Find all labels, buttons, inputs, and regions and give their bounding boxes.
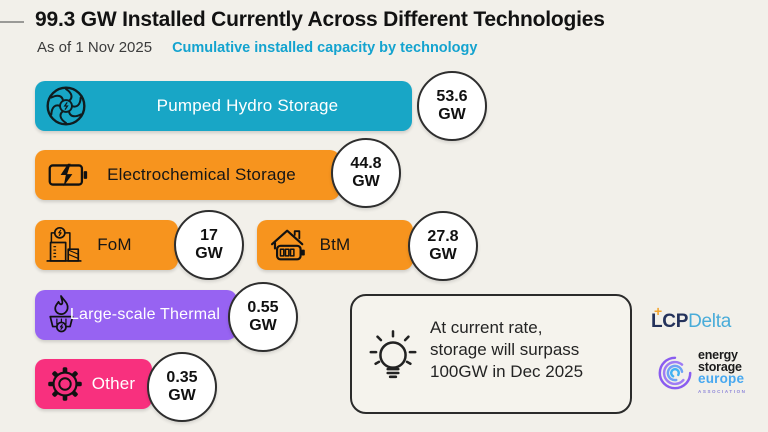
lcp-plus-mark: + (654, 303, 663, 319)
value-badge-thermal: 0.55 GW (228, 282, 298, 352)
badge-value: 53.6 (436, 87, 468, 105)
badge-value: 17 (200, 226, 218, 244)
bar-label-other: Other (91, 374, 136, 393)
lcp-wordmark: LCP (651, 311, 689, 332)
bar-label-btm: BtM (319, 235, 351, 254)
value-badge-pumped-hydro: 53.6 GW (417, 71, 487, 141)
bar-pumped-hydro-storage: Pumped Hydro Storage (35, 81, 412, 131)
bar-label-thermal: Large-scale Thermal (69, 306, 221, 323)
badge-unit: GW (438, 106, 466, 123)
value-badge-fom: 17 GW (174, 210, 244, 280)
ese-line-association: association (698, 389, 747, 394)
badge-value: 27.8 (427, 227, 459, 245)
value-badge-btm: 27.8 GW (408, 211, 478, 281)
header-subrow: As of 1 Nov 2025 Cumulative installed cap… (37, 39, 477, 57)
insight-callout: At current rate, storage will surpass 10… (350, 294, 632, 414)
page-title: 99.3 GW Installed Currently Across Diffe… (35, 8, 605, 31)
ese-wordmark: energy storage europe association (698, 349, 747, 398)
chart-subtitle: Cumulative installed capacity by technol… (172, 40, 478, 56)
flame-icon (42, 292, 80, 338)
lcp-delta-logo: + LCPDelta (651, 303, 731, 333)
home-battery-icon (267, 225, 309, 265)
badge-value: 0.55 (247, 298, 279, 316)
gear-icon (47, 366, 83, 402)
callout-line: storage will surpass (430, 340, 580, 359)
badge-value: 0.35 (166, 368, 198, 386)
callout-text: At current rate, storage will surpass 10… (430, 317, 583, 383)
badge-value: 44.8 (350, 154, 382, 172)
as-of-date: As of 1 Nov 2025 (37, 39, 153, 56)
battery-bolt-icon (48, 161, 88, 189)
badge-unit: GW (249, 317, 277, 334)
bar-label-fom: FoM (97, 235, 132, 254)
badge-unit: GW (195, 245, 223, 262)
ese-line-europe: europe (698, 371, 745, 386)
bar-label-pumped-hydro: Pumped Hydro Storage (156, 96, 339, 115)
power-plant-icon (43, 224, 85, 266)
bar-other: Other (35, 359, 152, 409)
callout-line: 100GW in Dec 2025 (430, 362, 584, 381)
callout-line: At current rate, (430, 318, 543, 337)
badge-unit: GW (168, 387, 196, 404)
badge-unit: GW (352, 173, 380, 190)
bar-electrochemical-storage: Electrochemical Storage (35, 150, 340, 200)
swirl-icon (656, 351, 694, 395)
ese-line-storage: storage (698, 360, 742, 374)
value-badge-other: 0.35 GW (147, 352, 217, 422)
title-accent-line (0, 21, 24, 23)
value-badge-electrochemical: 44.8 GW (331, 138, 401, 208)
energy-storage-europe-logo: energy storage europe association (656, 349, 747, 398)
ese-line-energy: energy (698, 348, 738, 362)
lightbulb-icon (364, 326, 422, 388)
bar-label-electrochemical: Electrochemical Storage (107, 165, 296, 184)
badge-unit: GW (429, 246, 457, 263)
delta-wordmark: Delta (688, 311, 731, 332)
turbine-icon (44, 84, 88, 128)
bar-btm: BtM (257, 220, 413, 270)
bar-large-scale-thermal: Large-scale Thermal (35, 290, 237, 340)
bar-fom: FoM (35, 220, 178, 270)
